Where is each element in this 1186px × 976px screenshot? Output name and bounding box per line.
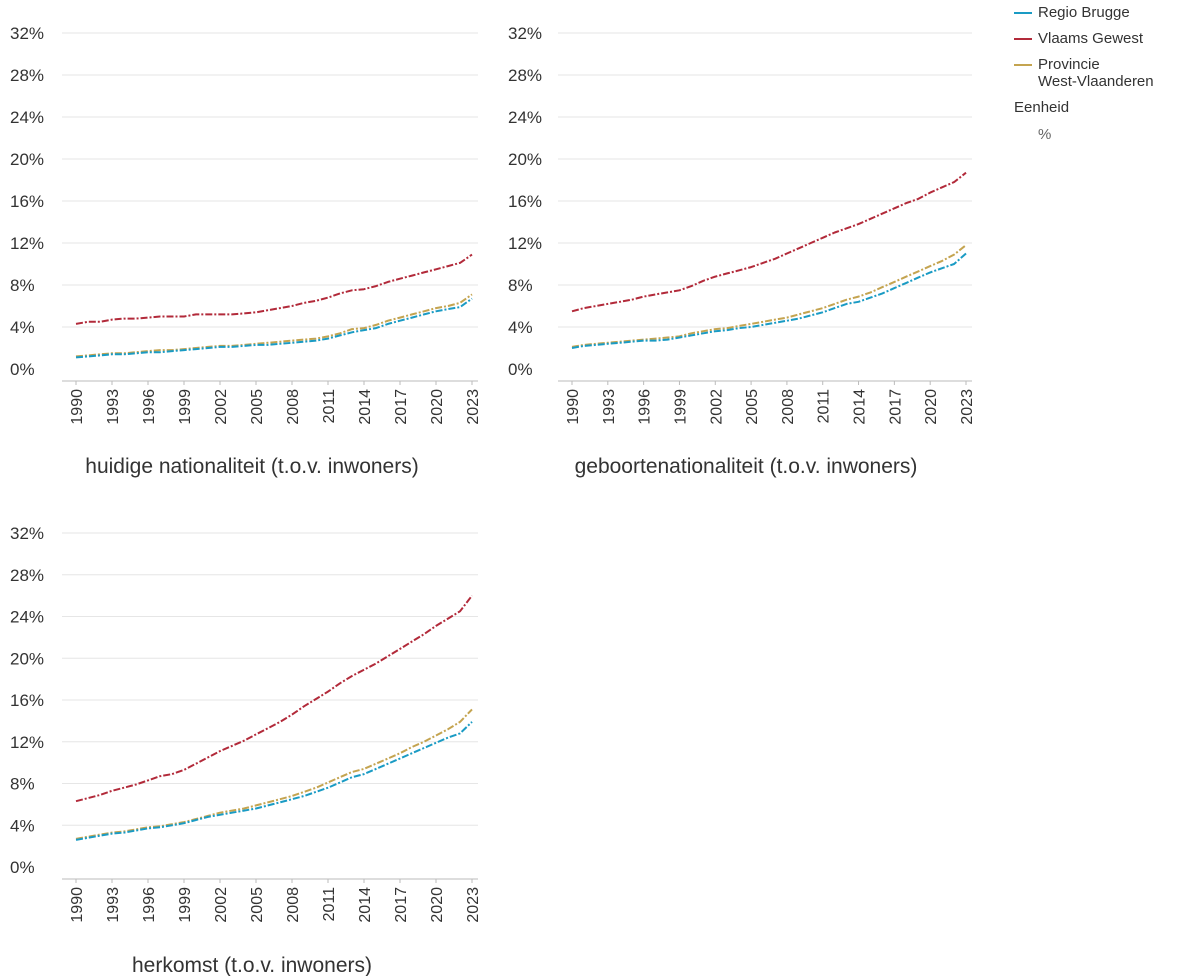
x-tick-label: 2017 bbox=[887, 389, 904, 425]
legend-item-vlaams-gewest[interactable]: Vlaams Gewest bbox=[1014, 30, 1184, 47]
y-tick-label: 24% bbox=[508, 108, 542, 127]
x-tick-label: 2011 bbox=[321, 887, 338, 922]
x-tick-label: 1993 bbox=[601, 389, 618, 425]
x-tick-label: 2020 bbox=[429, 389, 446, 425]
x-tick-label: 1999 bbox=[177, 887, 194, 923]
x-tick-label: 2002 bbox=[708, 389, 725, 425]
x-tick-label: 2017 bbox=[393, 887, 410, 923]
x-tick-label: 2020 bbox=[923, 389, 940, 425]
y-tick-label: 20% bbox=[508, 150, 542, 169]
y-tick-label: 12% bbox=[508, 234, 542, 253]
y-tick-label: 8% bbox=[10, 276, 35, 295]
y-tick-label: 0% bbox=[10, 858, 35, 877]
chart-title: huidige nationaliteit (t.o.v. inwoners) bbox=[85, 455, 418, 478]
y-tick-label: 8% bbox=[508, 276, 533, 295]
series-line-provincie-west-vlaanderen bbox=[75, 708, 473, 840]
x-tick-label: 1996 bbox=[141, 389, 158, 425]
legend-label-vlaams-gewest: Vlaams Gewest bbox=[1038, 30, 1144, 47]
legend-swatch-regio-brugge bbox=[1014, 12, 1032, 14]
x-tick-label: 1990 bbox=[69, 389, 86, 425]
series-line-regio-brugge bbox=[75, 297, 473, 359]
x-tick-label: 2023 bbox=[959, 389, 976, 425]
legend-label-regio-brugge: Regio Brugge bbox=[1038, 4, 1130, 21]
series-line-provincie-west-vlaanderen bbox=[75, 293, 473, 358]
x-tick-label: 2014 bbox=[357, 887, 374, 923]
x-tick-label: 1990 bbox=[69, 887, 86, 923]
legend-unit-title: Eenheid bbox=[1014, 99, 1070, 116]
y-tick-label: 8% bbox=[10, 775, 35, 794]
y-tick-label: 24% bbox=[10, 608, 44, 627]
x-tick-label: 2005 bbox=[249, 887, 266, 923]
y-tick-label: 24% bbox=[10, 108, 44, 127]
x-tick-label: 2011 bbox=[321, 389, 338, 424]
x-tick-label: 2005 bbox=[744, 389, 761, 425]
y-tick-label: 0% bbox=[508, 360, 533, 379]
y-tick-label: 4% bbox=[10, 318, 35, 337]
y-tick-label: 4% bbox=[508, 318, 533, 337]
y-tick-label: 12% bbox=[10, 234, 44, 253]
series-line-vlaams-gewest bbox=[75, 253, 473, 325]
y-tick-label: 20% bbox=[10, 150, 44, 169]
chart-panel-1: 0% 4% 8% 12% 16% 20% 24% 28% 32% 1990 1993 1996 1999… bbox=[10, 24, 482, 478]
x-tick-label: 2011 bbox=[816, 389, 833, 424]
chart-title: geboortenationaliteit (t.o.v. inwoners) bbox=[575, 455, 918, 478]
series-line-vlaams-gewest bbox=[571, 171, 967, 313]
x-tick-label: 2002 bbox=[213, 389, 230, 425]
y-tick-label: 4% bbox=[10, 816, 35, 835]
x-tick-label: 2014 bbox=[357, 389, 374, 425]
x-tick-label: 1993 bbox=[105, 887, 122, 923]
y-tick-label: 20% bbox=[10, 649, 44, 668]
x-tick-label: 2005 bbox=[249, 389, 266, 425]
series-line-regio-brugge bbox=[75, 721, 473, 841]
x-tick-label: 1996 bbox=[141, 887, 158, 923]
legend-item-regio-brugge[interactable]: Regio Brugge bbox=[1014, 4, 1184, 21]
x-tick-label: 2008 bbox=[285, 887, 302, 923]
x-tick-label: 1993 bbox=[105, 389, 122, 425]
y-tick-label: 32% bbox=[508, 24, 542, 43]
y-tick-label: 0% bbox=[10, 360, 35, 379]
x-tick-label: 1999 bbox=[672, 389, 689, 425]
y-tick-label: 16% bbox=[10, 691, 44, 710]
x-tick-label: 2023 bbox=[465, 887, 482, 923]
x-tick-label: 2017 bbox=[393, 389, 410, 425]
legend-swatch-west-vlaanderen bbox=[1014, 64, 1032, 66]
y-tick-label: 32% bbox=[10, 24, 44, 43]
series-line-provincie-west-vlaanderen bbox=[571, 244, 967, 348]
x-tick-label: 2008 bbox=[285, 389, 302, 425]
legend-item-west-vlaanderen[interactable]: Provincie West-Vlaanderen bbox=[1014, 56, 1184, 90]
x-tick-label: 2020 bbox=[429, 887, 446, 923]
chart-panel-2: 0% 4% 8% 12% 16% 20% 24% 28% 32% 1990 1993 1996 1999… bbox=[508, 24, 976, 478]
legend-label-west-vlaanderen: Provincie West-Vlaanderen bbox=[1038, 56, 1154, 90]
y-tick-label: 28% bbox=[508, 66, 542, 85]
y-tick-label: 32% bbox=[10, 524, 44, 543]
series-line-regio-brugge bbox=[571, 252, 967, 349]
chart-title: herkomst (t.o.v. inwoners) bbox=[132, 954, 372, 976]
series-line-vlaams-gewest bbox=[75, 594, 473, 803]
x-tick-label: 2023 bbox=[465, 389, 482, 425]
x-tick-label: 1996 bbox=[637, 389, 654, 425]
y-tick-label: 16% bbox=[508, 192, 542, 211]
y-tick-label: 28% bbox=[10, 566, 44, 585]
x-tick-label: 2002 bbox=[213, 887, 230, 923]
x-tick-label: 2014 bbox=[852, 389, 869, 425]
legend-swatch-vlaams-gewest bbox=[1014, 38, 1032, 40]
x-tick-label: 1999 bbox=[177, 389, 194, 425]
y-tick-label: 12% bbox=[10, 733, 44, 752]
chart-panel-3: 0% 4% 8% 12% 16% 20% 24% 28% 32% 1990 1993 1996 1999… bbox=[10, 524, 482, 976]
y-tick-label: 28% bbox=[10, 66, 44, 85]
x-tick-label: 2008 bbox=[780, 389, 797, 425]
legend: Regio Brugge Vlaams Gewest Provincie Wes… bbox=[1014, 4, 1184, 143]
y-tick-label: 16% bbox=[10, 192, 44, 211]
legend-unit-value: % bbox=[1038, 126, 1052, 143]
x-tick-label: 1990 bbox=[565, 389, 582, 425]
